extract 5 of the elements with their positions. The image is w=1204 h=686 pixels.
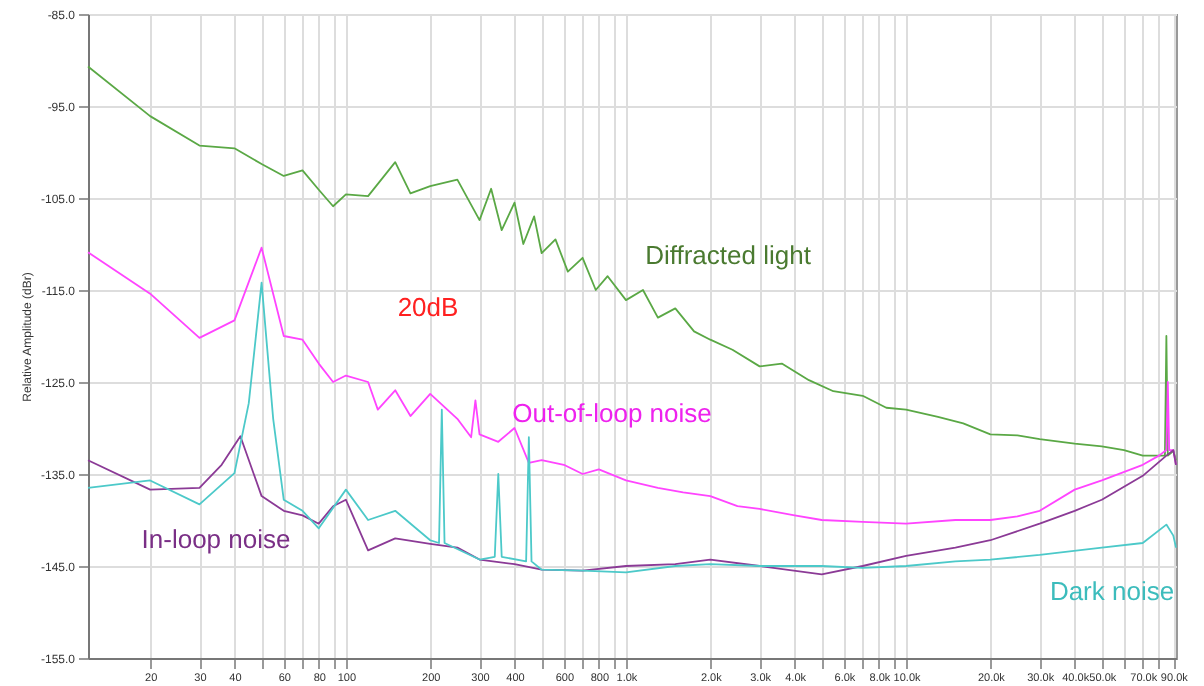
annotation: Out-of-loop noise	[512, 398, 712, 428]
annotation: Dark noise	[1049, 576, 1175, 606]
annotation: 20dB	[397, 292, 459, 322]
annotation: In-loop noise	[141, 524, 291, 554]
annotation: Diffracted light	[645, 240, 812, 270]
